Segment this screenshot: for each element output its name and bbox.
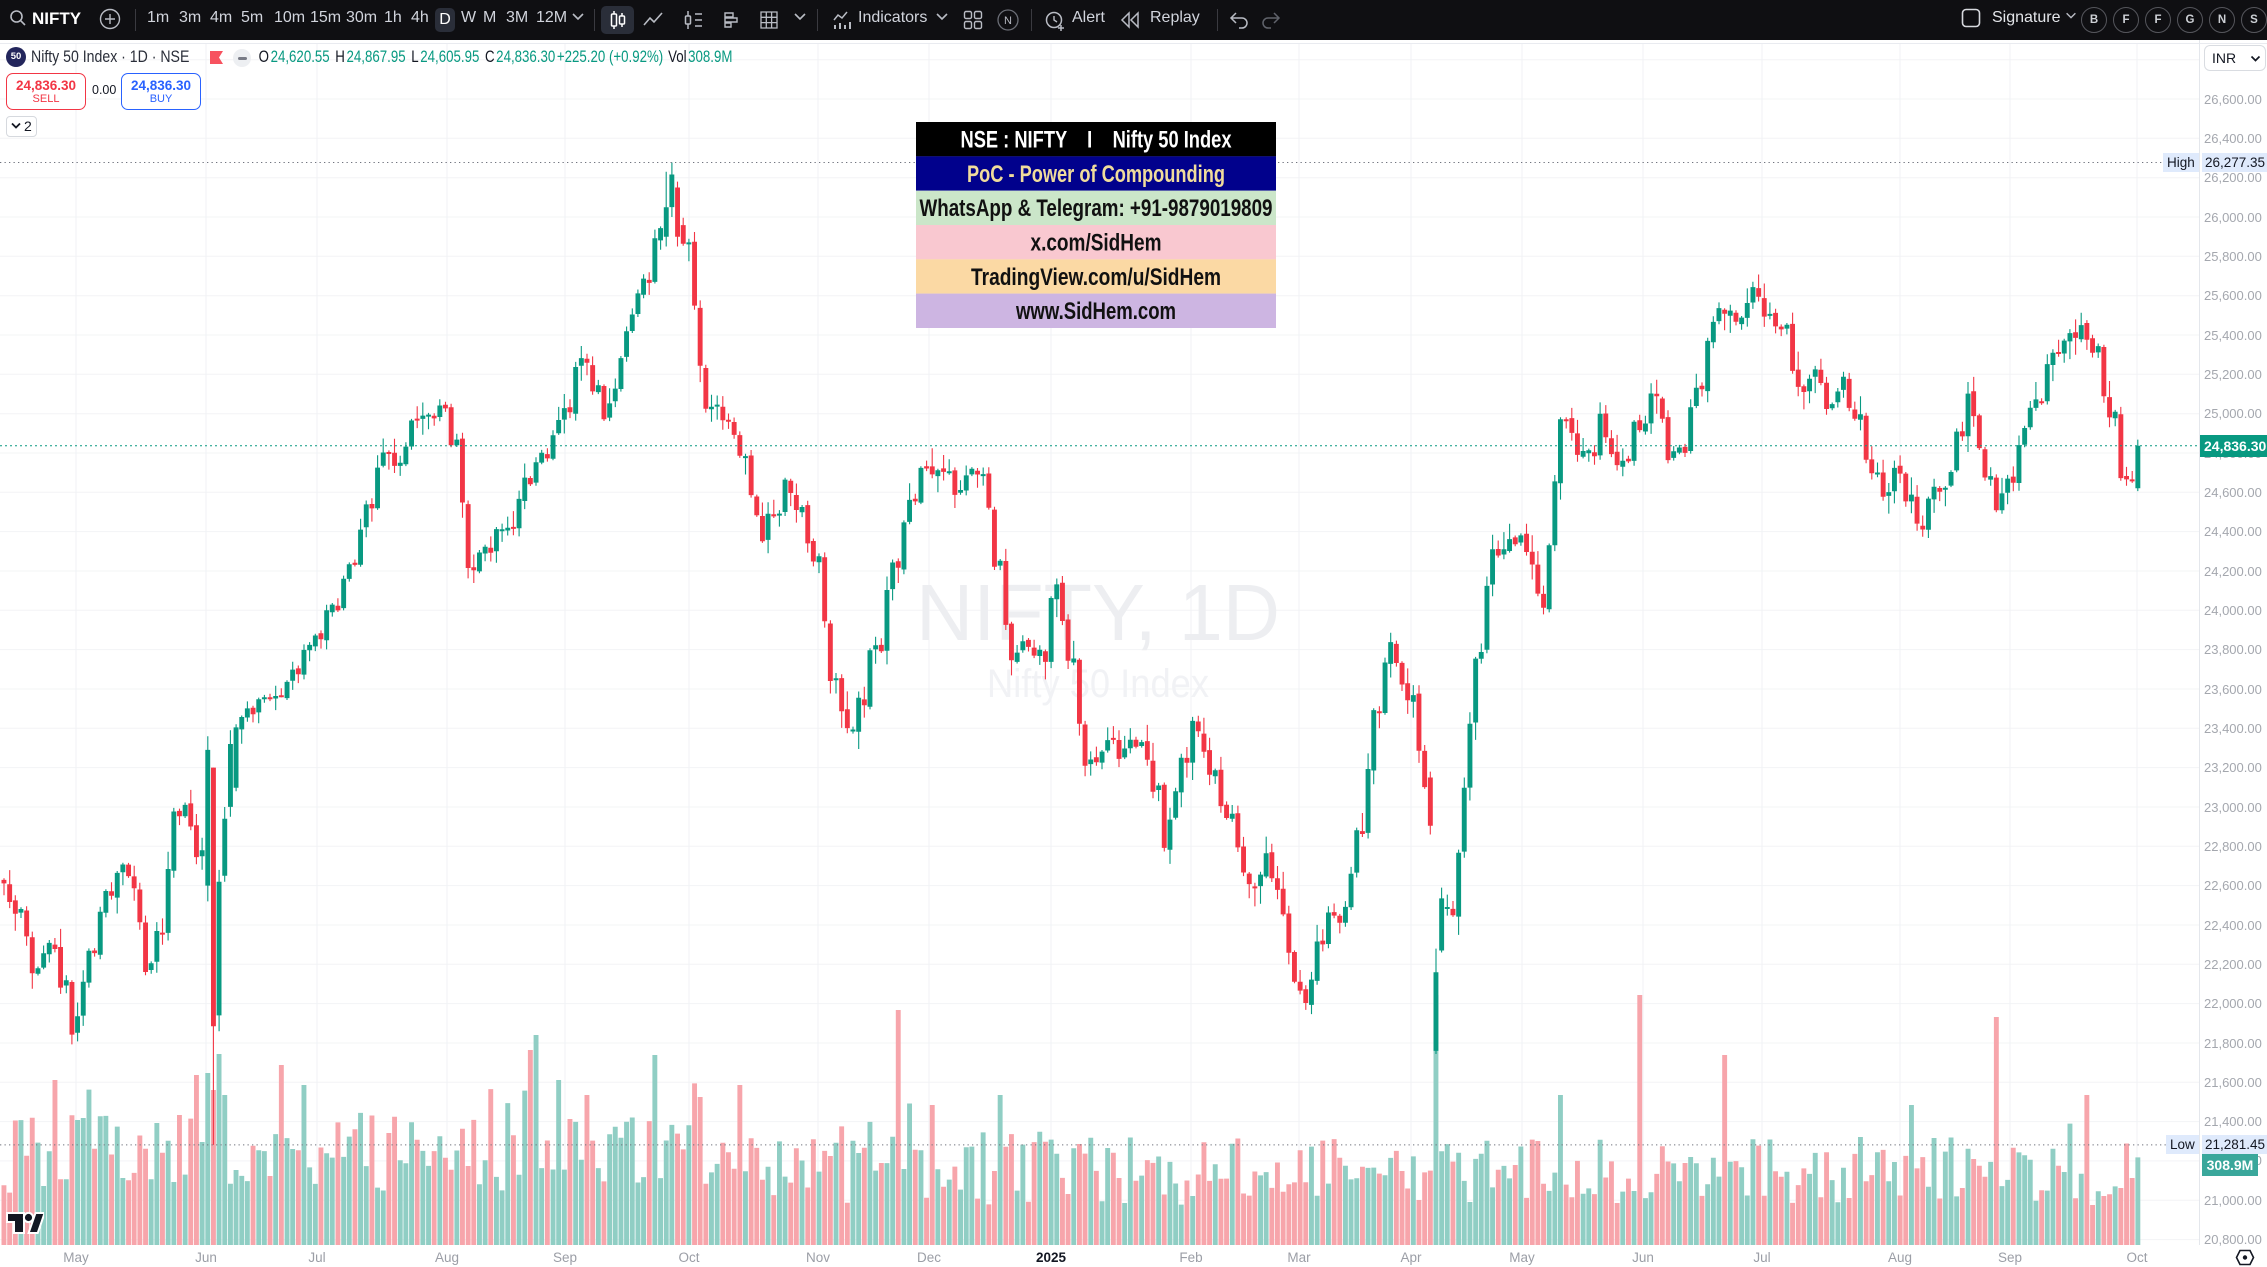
svg-text:www.SidHem.com: www.SidHem.com (1015, 298, 1176, 325)
svg-text:WhatsApp & Telegram: +91-98790: WhatsApp & Telegram: +91-9879019809 (920, 195, 1273, 222)
svg-text:PoC - Power of Compounding: PoC - Power of Compounding (967, 161, 1225, 188)
svg-text:N: N (1004, 15, 1012, 27)
svg-text:x.com/SidHem: x.com/SidHem (1031, 230, 1162, 257)
svg-text:NIFTY, 1D: NIFTY, 1D (916, 568, 1280, 657)
svg-text:NSE : NIFTY I Nifty 50 I: NSE : NIFTY I Nifty 50 Index (961, 127, 1232, 154)
svg-text:TradingView.com/u/SidHem: TradingView.com/u/SidHem (971, 264, 1221, 291)
svg-text:Nifty 50 Index: Nifty 50 Index (987, 662, 1209, 706)
